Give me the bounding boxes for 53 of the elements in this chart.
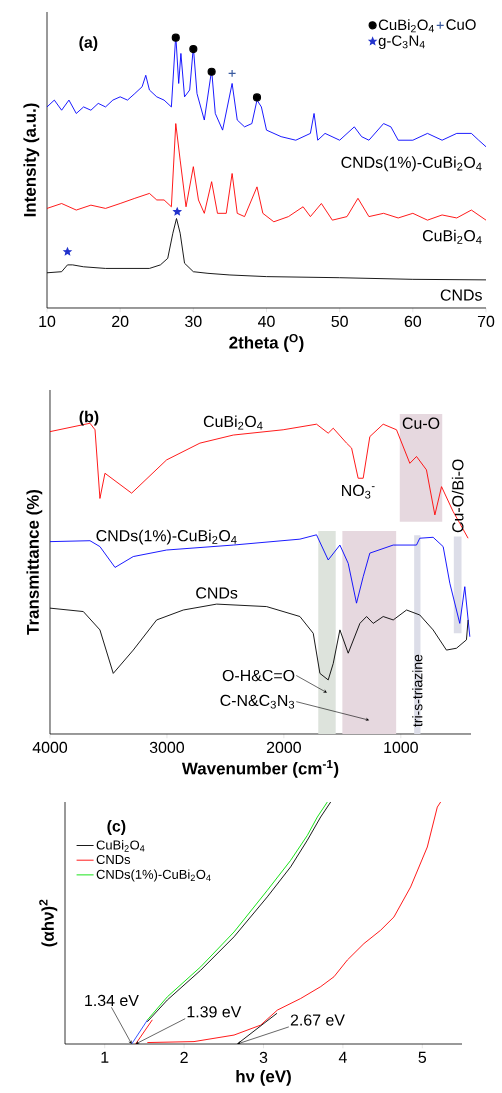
text: (c) bbox=[107, 820, 126, 835]
x-tick-label: 2000 bbox=[266, 741, 301, 754]
chart-title: (a) bbox=[79, 36, 98, 52]
legend-label: CuO bbox=[446, 19, 476, 30]
x-axis-title: hν (eV) bbox=[236, 1069, 291, 1086]
point bbox=[252, 93, 262, 102]
y-axis-title: (αhν)$^{2}$ bbox=[39, 899, 58, 947]
x-tick-label: 5 bbox=[418, 1051, 427, 1063]
band-label: C-N&C$_{3}$N$_{3}$ bbox=[220, 694, 295, 709]
legend-label: CNDs bbox=[96, 854, 131, 865]
legend-label: CuBi$_{2}$O$_{4}$ bbox=[378, 19, 434, 33]
band-label: Cu-O bbox=[402, 417, 440, 429]
annotation: 1.39 eV bbox=[187, 1006, 242, 1018]
series-label: CNDs(1%)-CuBi$_{2}$O$_{4}$ bbox=[96, 529, 237, 545]
x-axis-title: 2theta ($^{O}$) bbox=[229, 333, 304, 352]
x-tick-label: 60 bbox=[404, 315, 422, 328]
x-tick-label: 4 bbox=[338, 1051, 347, 1063]
point bbox=[228, 69, 237, 78]
legend-label: g-C$_{3}$N$_{4}$ bbox=[378, 35, 425, 49]
point bbox=[63, 247, 72, 256]
point bbox=[173, 207, 182, 216]
y-axis-title: Intensity (a.u.) bbox=[23, 103, 40, 217]
point bbox=[171, 33, 180, 42]
x-tick-label: 20 bbox=[112, 315, 129, 328]
x-tick-label: 30 bbox=[185, 315, 202, 328]
band-label: O-H&C=O bbox=[222, 669, 295, 682]
point bbox=[207, 67, 216, 76]
x-tick-label: 2 bbox=[180, 1051, 188, 1063]
series-label: CuBi$_{2}$O$_{4}$ bbox=[203, 415, 263, 430]
x-tick-label: 50 bbox=[331, 315, 348, 328]
annotation: 2.67 eV bbox=[290, 1014, 345, 1026]
x-tick-label: 10 bbox=[39, 315, 56, 328]
legend-label: CuBi$_{2}$O$_{4}$ bbox=[96, 840, 145, 852]
chart-title: (b) bbox=[79, 410, 99, 426]
band-label: Cu-O/Bi-O bbox=[451, 459, 464, 533]
legend-label: CNDs(1%)-CuBi$_{2}$O$_{4}$ bbox=[96, 869, 211, 882]
series-label: CuBi$_{2}$O$_{4}$ bbox=[422, 229, 482, 244]
series-label: CNDs bbox=[196, 587, 238, 599]
point bbox=[189, 45, 198, 54]
x-tick-label: 1 bbox=[101, 1051, 109, 1063]
y-axis-title: Transmittance (%) bbox=[26, 489, 43, 635]
annotation: NO$_{3}$- bbox=[342, 484, 375, 499]
x-tick-label: 4000 bbox=[32, 741, 68, 754]
band-label: tri-s-triazine bbox=[412, 654, 423, 727]
x-tick-label: 3 bbox=[259, 1051, 268, 1064]
series-label: CNDs(1%)-CuBi$_{2}$O$_{4}$ bbox=[341, 156, 482, 172]
series-label: CNDs bbox=[440, 289, 482, 301]
annotation: 1.34 eV bbox=[85, 994, 139, 1007]
x-tick-label: 40 bbox=[258, 315, 275, 328]
x-axis-title: Wavenumber (cm$^{-1}$) bbox=[181, 759, 339, 778]
x-tick-label: 70 bbox=[477, 315, 495, 328]
x-tick-label: 3000 bbox=[149, 741, 185, 754]
x-tick-label: 1000 bbox=[384, 741, 418, 754]
